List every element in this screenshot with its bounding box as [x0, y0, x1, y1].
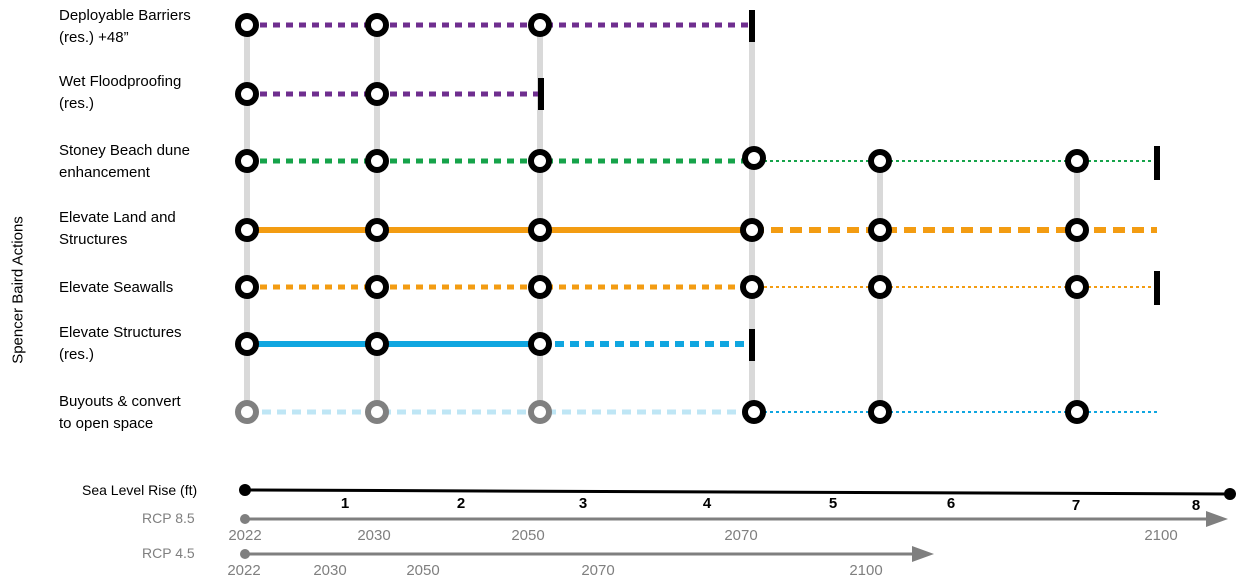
decision-node — [365, 82, 389, 106]
decision-node — [528, 332, 552, 356]
action-label-line2: (res.) +48” — [59, 29, 129, 46]
slr-tick: 1 — [341, 495, 349, 512]
action-label-line1: Stoney Beach dune — [59, 142, 190, 159]
decision-node — [365, 332, 389, 356]
decision-node — [1065, 218, 1089, 242]
decision-node — [740, 275, 764, 299]
slr-tick: 4 — [703, 495, 712, 512]
action-label-line1: Elevate Land and — [59, 209, 176, 226]
action-label-line2: to open space — [59, 415, 154, 432]
decision-node — [235, 149, 259, 173]
terminal-bar — [1154, 146, 1160, 180]
inactive-node — [235, 400, 259, 424]
sea-level-end-dot — [1224, 488, 1236, 500]
action-label-line2: (res.) — [59, 95, 94, 112]
action-label-elevate-land: Elevate Land and Structures — [59, 207, 176, 251]
rcp85-arrowhead — [1206, 511, 1228, 527]
decision-node — [365, 13, 389, 37]
decision-node — [528, 275, 552, 299]
decision-node — [868, 218, 892, 242]
pathway-wet-floodproofing — [247, 78, 544, 110]
slr-tick: 5 — [829, 495, 837, 512]
action-label-stoney-beach: Stoney Beach dune enhancement — [59, 140, 190, 184]
slr-tick: 7 — [1072, 497, 1080, 514]
rcp85-start-dot — [240, 514, 250, 524]
rcp45-year: 2030 — [313, 562, 346, 579]
decision-node — [868, 400, 892, 424]
rcp85-year: 2100 — [1144, 527, 1177, 544]
inactive-nodes — [235, 400, 552, 424]
rcp85-label: RCP 8.5 — [142, 510, 195, 526]
pathway-stoney-beach — [247, 146, 1160, 180]
sea-level-label: Sea Level Rise (ft) — [82, 482, 197, 498]
decision-node — [365, 149, 389, 173]
action-label-wet-floodproofing: Wet Floodproofing (res.) — [59, 71, 181, 115]
rcp45-label: RCP 4.5 — [142, 545, 195, 561]
decision-node — [528, 149, 552, 173]
terminal-bar — [749, 10, 755, 42]
inactive-node — [365, 400, 389, 424]
decision-node — [235, 13, 259, 37]
decision-node — [742, 146, 766, 170]
sea-level-start-dot — [239, 484, 251, 496]
action-label-line1: Elevate Structures — [59, 324, 182, 341]
action-label-deployable-barriers: Deployable Barriers (res.) +48” — [59, 5, 191, 49]
decision-node — [235, 275, 259, 299]
slr-tick: 2 — [457, 495, 465, 512]
rcp45-year: 2050 — [406, 562, 439, 579]
sea-level-axis: Sea Level Rise (ft) 1 2 3 4 5 6 7 8 — [82, 482, 1236, 514]
action-label-buyouts: Buyouts & convert to open space — [59, 391, 181, 435]
pathway-elevate-structures — [247, 329, 755, 361]
slr-tick: 3 — [579, 495, 587, 512]
action-label-line1: Deployable Barriers — [59, 7, 191, 24]
decision-node — [235, 218, 259, 242]
action-label-line2: enhancement — [59, 164, 150, 181]
action-label-line2: Structures — [59, 231, 128, 248]
terminal-bar — [538, 78, 544, 110]
decision-node — [1065, 275, 1089, 299]
action-label-elevate-seawalls: Elevate Seawalls — [59, 277, 173, 299]
rcp85-year: 2050 — [511, 527, 544, 544]
terminal-bar — [749, 329, 755, 361]
decision-node — [235, 332, 259, 356]
decision-node — [528, 218, 552, 242]
decision-node — [528, 13, 552, 37]
decision-node — [235, 82, 259, 106]
decision-node — [868, 275, 892, 299]
sea-level-line — [244, 488, 1231, 496]
action-label-line1: Elevate Seawalls — [59, 279, 174, 296]
decision-node — [365, 275, 389, 299]
action-label-line1: Wet Floodproofing — [59, 73, 182, 90]
decision-nodes — [235, 13, 1089, 424]
rcp45-arrowhead — [912, 546, 934, 562]
rcp85-year: 2070 — [724, 527, 757, 544]
pathway-deployable-barriers — [247, 10, 755, 42]
rcp85-axis: RCP 8.5 2022 2030 2050 2070 2100 — [142, 510, 1228, 544]
action-label-line2: (res.) — [59, 346, 94, 363]
decision-node — [868, 149, 892, 173]
slr-tick: 8 — [1192, 497, 1200, 514]
rcp85-year: 2030 — [357, 527, 390, 544]
decision-node — [365, 218, 389, 242]
rcp45-year: 2022 — [227, 562, 260, 579]
rcp45-axis: RCP 4.5 2022 2030 2050 2070 2100 — [142, 545, 934, 579]
decision-node — [1065, 400, 1089, 424]
action-label-elevate-structures: Elevate Structures (res.) — [59, 322, 182, 366]
rcp45-year: 2070 — [581, 562, 614, 579]
decision-node — [742, 400, 766, 424]
rcp45-year: 2100 — [849, 562, 882, 579]
pathway-elevate-seawalls — [247, 271, 1160, 305]
decision-node — [1065, 149, 1089, 173]
slr-tick: 6 — [947, 495, 955, 512]
action-label-line1: Buyouts & convert — [59, 393, 181, 410]
decision-node — [740, 218, 764, 242]
terminal-bar — [1154, 271, 1160, 305]
rcp85-year: 2022 — [228, 527, 261, 544]
rcp45-start-dot — [240, 549, 250, 559]
inactive-node — [528, 400, 552, 424]
